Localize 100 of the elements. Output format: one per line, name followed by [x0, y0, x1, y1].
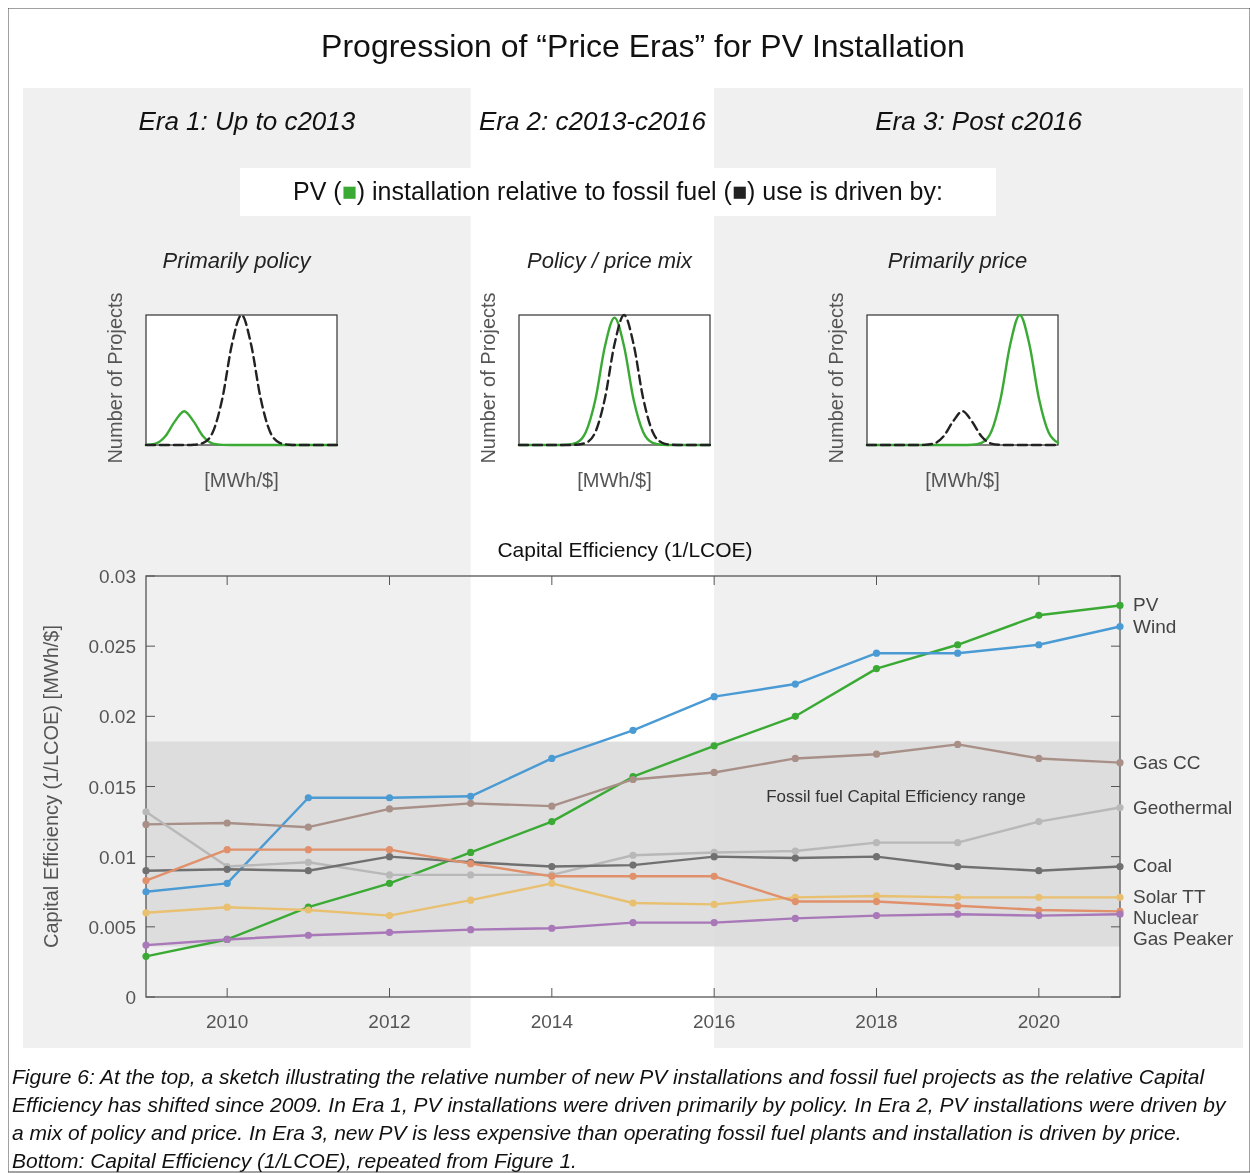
y-axis-title: Capital Efficiency (1/LCOE) [MWh/$] — [40, 624, 62, 949]
point — [467, 848, 475, 857]
chart-title: Primarily policy — [162, 248, 313, 273]
point — [954, 910, 962, 918]
point — [791, 754, 799, 763]
point — [710, 742, 718, 750]
point — [872, 897, 881, 906]
point — [548, 802, 556, 810]
point — [791, 914, 799, 923]
point — [223, 819, 231, 827]
x-tick-label: 2014 — [530, 1011, 574, 1032]
point — [710, 693, 718, 701]
text: PV (■) installation relative to fossil fuel (■) use is driven by: — [293, 177, 943, 205]
y-tick-label: 0 — [125, 987, 136, 1008]
y-tick-label: 0.015 — [88, 776, 136, 798]
point — [142, 952, 150, 960]
point — [872, 839, 881, 847]
point — [629, 899, 637, 907]
point — [142, 941, 150, 949]
point — [954, 902, 962, 910]
point — [872, 665, 881, 673]
point — [791, 847, 799, 855]
chart-title: Capital Efficiency (1/LCOE) — [497, 538, 753, 561]
x-tick-label: 2012 — [368, 1011, 411, 1032]
point — [1035, 754, 1043, 763]
point — [223, 846, 231, 854]
x-tick-label: 2018 — [855, 1011, 898, 1032]
point — [791, 854, 799, 862]
point — [1035, 817, 1043, 826]
series-label: Gas Peaker — [1133, 928, 1234, 950]
x-axis-title: [MWh/$] — [204, 469, 279, 491]
series-label: Nuclear — [1133, 907, 1200, 929]
series-label: Solar TT — [1133, 886, 1206, 908]
point — [467, 871, 475, 879]
chart-title: Policy / price mix — [526, 248, 694, 273]
point — [385, 846, 394, 854]
point — [304, 931, 312, 939]
point — [304, 794, 312, 802]
point — [710, 872, 718, 880]
point — [629, 919, 637, 927]
point — [142, 876, 150, 885]
y-axis-title: Number of Projects — [104, 292, 126, 464]
point — [954, 862, 962, 871]
point — [223, 903, 231, 911]
y-tick-label: 0.01 — [99, 846, 136, 868]
point — [1035, 893, 1043, 901]
point — [954, 839, 962, 847]
point — [467, 926, 475, 934]
point — [1116, 601, 1124, 610]
point — [385, 928, 394, 937]
point — [791, 680, 799, 688]
point — [629, 861, 637, 869]
series-label: Coal — [1133, 855, 1173, 877]
point — [142, 808, 150, 816]
series-label: PV — [1133, 594, 1159, 616]
point — [467, 792, 475, 800]
point — [467, 896, 475, 904]
point — [1116, 759, 1124, 767]
point — [142, 820, 150, 828]
point — [548, 817, 556, 826]
point — [385, 912, 394, 920]
point — [1035, 867, 1043, 875]
point — [954, 641, 962, 649]
point — [710, 919, 718, 927]
point — [385, 879, 394, 887]
series-label: Wind — [1133, 615, 1177, 637]
point — [1035, 611, 1043, 619]
point — [548, 754, 556, 763]
point — [954, 740, 962, 748]
caption: Figure 6: At the top, a sketch illustrating the relative number of new PV installations and fossil fuel projects as the relative Capital Efficiency has shifted since 2009. In Era 1, PV installations were driven primarily by policy. In Era 2, PV installations were driven by a mix of policy and price. In Era 3, new PV is less expensive than operating fossil fuel plants and installation is driven by price. Bottom: Capital Efficiency (1/LCOE), repeated from Figure 1. — [12, 1065, 1228, 1172]
point — [385, 871, 394, 879]
point — [791, 712, 799, 720]
point — [872, 750, 881, 758]
point — [385, 805, 394, 813]
point — [548, 924, 556, 932]
y-tick-label: 0.02 — [99, 706, 136, 728]
point — [142, 888, 150, 896]
x-tick-label: 2020 — [1017, 1011, 1060, 1032]
y-axis-title: Number of Projects — [477, 292, 499, 464]
point — [629, 851, 637, 859]
point — [1035, 641, 1043, 649]
point — [304, 823, 312, 831]
text: Progression of “Price Eras” for PV Installation — [321, 28, 965, 64]
chart-subtitle: Era 3: Post c2016 — [875, 106, 1083, 136]
point — [304, 858, 312, 866]
point — [954, 649, 962, 657]
point — [710, 900, 718, 908]
point — [1116, 622, 1124, 631]
point — [710, 768, 718, 777]
point — [1116, 803, 1124, 812]
point — [872, 912, 881, 920]
point — [1116, 862, 1124, 871]
point — [467, 799, 475, 807]
y-tick-label: 0.025 — [88, 636, 136, 658]
series-label: Gas CC — [1133, 751, 1201, 773]
point — [385, 794, 394, 802]
x-tick-label: 2016 — [693, 1011, 736, 1032]
point — [629, 726, 637, 734]
point — [548, 879, 556, 887]
point — [629, 872, 637, 880]
